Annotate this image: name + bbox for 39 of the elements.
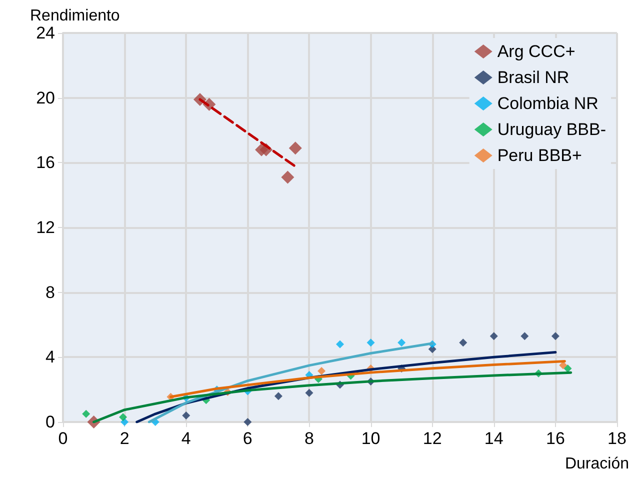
point [551,332,560,340]
x-tick-label: 18 [608,429,626,448]
point [119,413,128,422]
x-axis-title: Duración [564,456,629,472]
y-tick-label: 0 [46,412,55,432]
point [82,410,90,418]
x-tick-label: 14 [484,429,504,448]
y-tick-label: 20 [36,88,55,108]
y-tick-label: 12 [36,218,55,237]
y-tick-label: 16 [36,153,55,172]
point [318,366,326,375]
point [398,338,406,347]
legend-label: Arg CCC+ [497,42,576,61]
y-tick-label: 8 [46,282,55,302]
x-tick-label: 10 [361,429,380,448]
point [305,388,314,397]
legend-label: Colombia NR [497,94,598,113]
x-tick-label: 16 [546,429,565,448]
point [490,332,498,340]
point [182,412,190,420]
x-tick-label: 12 [422,429,442,448]
point [366,338,375,347]
point [274,392,282,400]
point [288,142,302,155]
legend-label: Peru BBB+ [497,146,582,165]
y-axis-title: Rendimiento [30,8,120,24]
x-tick-label: 0 [58,429,68,448]
point [520,332,529,340]
legend-label: Uruguay BBB- [497,120,606,139]
x-tick-label: 8 [304,429,314,448]
legend-label: Brasil NR [497,68,570,87]
x-tick-label: 2 [120,429,130,448]
y-tick-label: 4 [46,348,55,367]
y-tick-label: 24 [36,24,55,42]
x-tick-label: 4 [181,429,191,448]
point [459,338,468,347]
point [336,340,344,348]
point [281,170,294,184]
x-tick-label: 6 [242,429,252,448]
